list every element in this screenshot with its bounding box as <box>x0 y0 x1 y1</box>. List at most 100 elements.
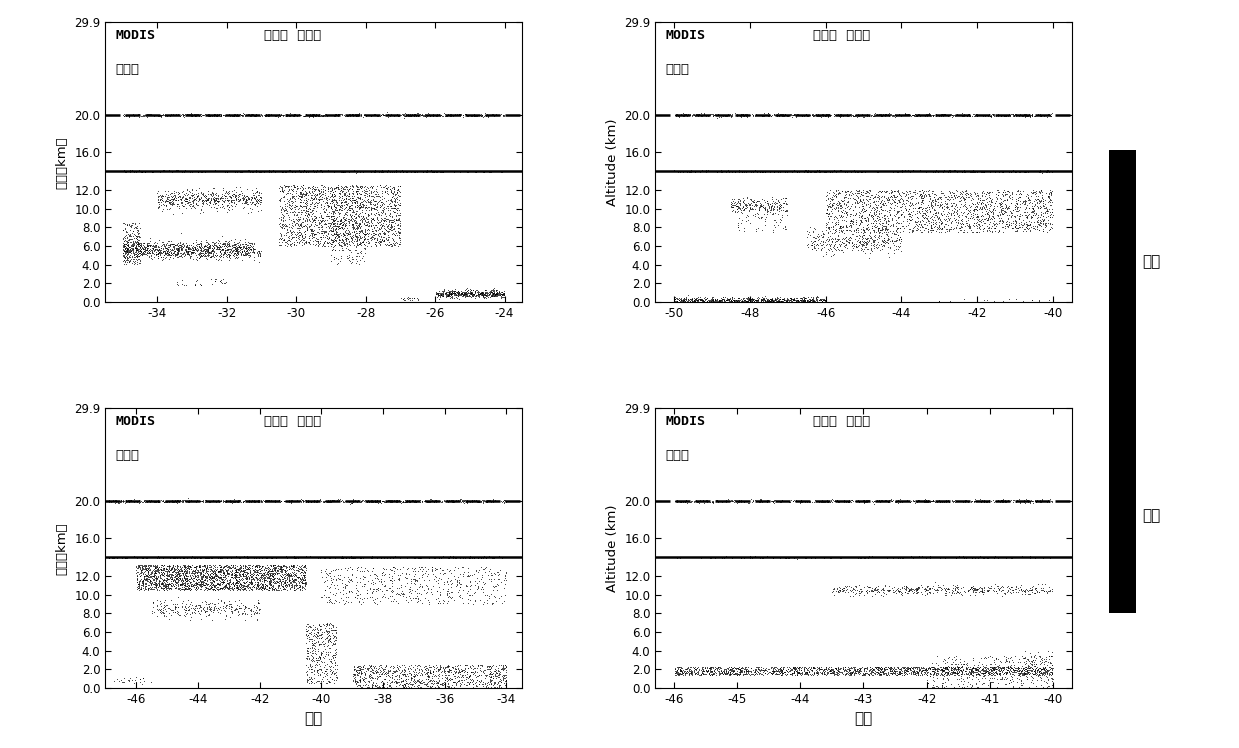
Point <box>969 668 989 680</box>
Point <box>193 602 213 614</box>
Point <box>320 165 339 177</box>
Point <box>747 165 767 177</box>
Point <box>242 577 261 589</box>
Point <box>854 197 873 209</box>
Point <box>975 188 995 200</box>
Point <box>171 573 191 585</box>
Point <box>817 207 836 219</box>
Point <box>462 165 482 177</box>
Point <box>404 668 424 680</box>
Point <box>1016 663 1036 675</box>
Point <box>249 594 269 606</box>
Point <box>135 560 155 571</box>
Point <box>285 550 305 562</box>
Point <box>326 252 346 264</box>
Point <box>492 576 512 588</box>
Point <box>243 240 263 252</box>
Point <box>846 230 866 242</box>
Point <box>249 246 269 258</box>
Point <box>197 570 217 582</box>
Point <box>954 224 974 236</box>
Point <box>249 245 269 257</box>
Point <box>339 188 359 200</box>
Point <box>714 296 733 308</box>
Point <box>125 257 145 269</box>
Point <box>325 231 344 243</box>
Point <box>943 660 963 672</box>
Point <box>395 108 415 120</box>
Point <box>284 180 304 191</box>
Point <box>681 661 701 673</box>
Point <box>286 234 306 246</box>
Point <box>401 292 421 304</box>
Point <box>209 575 229 587</box>
Point <box>844 551 864 562</box>
Point <box>802 294 821 306</box>
Point <box>492 291 512 303</box>
Point <box>439 286 458 298</box>
Point <box>147 250 167 262</box>
Point <box>175 193 195 205</box>
Point <box>778 552 798 564</box>
Point <box>902 165 922 177</box>
Point <box>421 583 441 595</box>
Point <box>312 212 332 224</box>
Point <box>258 109 278 121</box>
Point <box>828 585 847 597</box>
Point <box>133 248 152 260</box>
Point <box>479 494 499 506</box>
Point <box>981 212 1001 224</box>
Point <box>147 580 167 592</box>
Point <box>208 565 228 577</box>
Point <box>366 109 385 121</box>
Point <box>115 235 135 247</box>
Point <box>907 584 927 596</box>
Point <box>978 497 997 509</box>
Point <box>496 495 515 507</box>
Point <box>928 206 948 218</box>
Point <box>1009 109 1028 121</box>
Point <box>781 294 800 306</box>
Point <box>219 165 239 177</box>
Point <box>964 221 984 233</box>
Point <box>178 245 198 257</box>
Point <box>849 108 869 120</box>
Point <box>313 227 333 239</box>
Point <box>375 660 395 672</box>
Point <box>472 494 492 506</box>
Point <box>217 244 237 256</box>
Point <box>743 666 763 678</box>
Point <box>1032 672 1052 684</box>
Point <box>259 564 279 576</box>
Point <box>370 221 390 233</box>
Point <box>821 586 841 598</box>
Point <box>807 663 826 675</box>
Point <box>964 496 984 508</box>
Point <box>165 562 185 574</box>
Point <box>959 207 979 219</box>
Point <box>815 663 835 675</box>
Point <box>442 676 462 688</box>
Point <box>1036 205 1056 217</box>
Point <box>206 583 225 595</box>
Point <box>321 207 341 219</box>
Point <box>1032 578 1052 590</box>
Point <box>953 108 973 120</box>
Point <box>980 186 1000 198</box>
Point <box>197 560 217 572</box>
Point <box>160 551 180 563</box>
Point <box>819 221 839 233</box>
Point <box>352 661 372 673</box>
Point <box>1028 646 1048 657</box>
Point <box>180 496 199 508</box>
Point <box>756 195 776 207</box>
Point <box>726 200 746 212</box>
Point <box>761 200 781 212</box>
Point <box>182 495 202 507</box>
Point <box>100 495 120 507</box>
Point <box>1042 662 1062 674</box>
Point <box>203 577 223 589</box>
Point <box>489 289 509 301</box>
Point <box>970 191 990 203</box>
Point <box>681 665 701 677</box>
